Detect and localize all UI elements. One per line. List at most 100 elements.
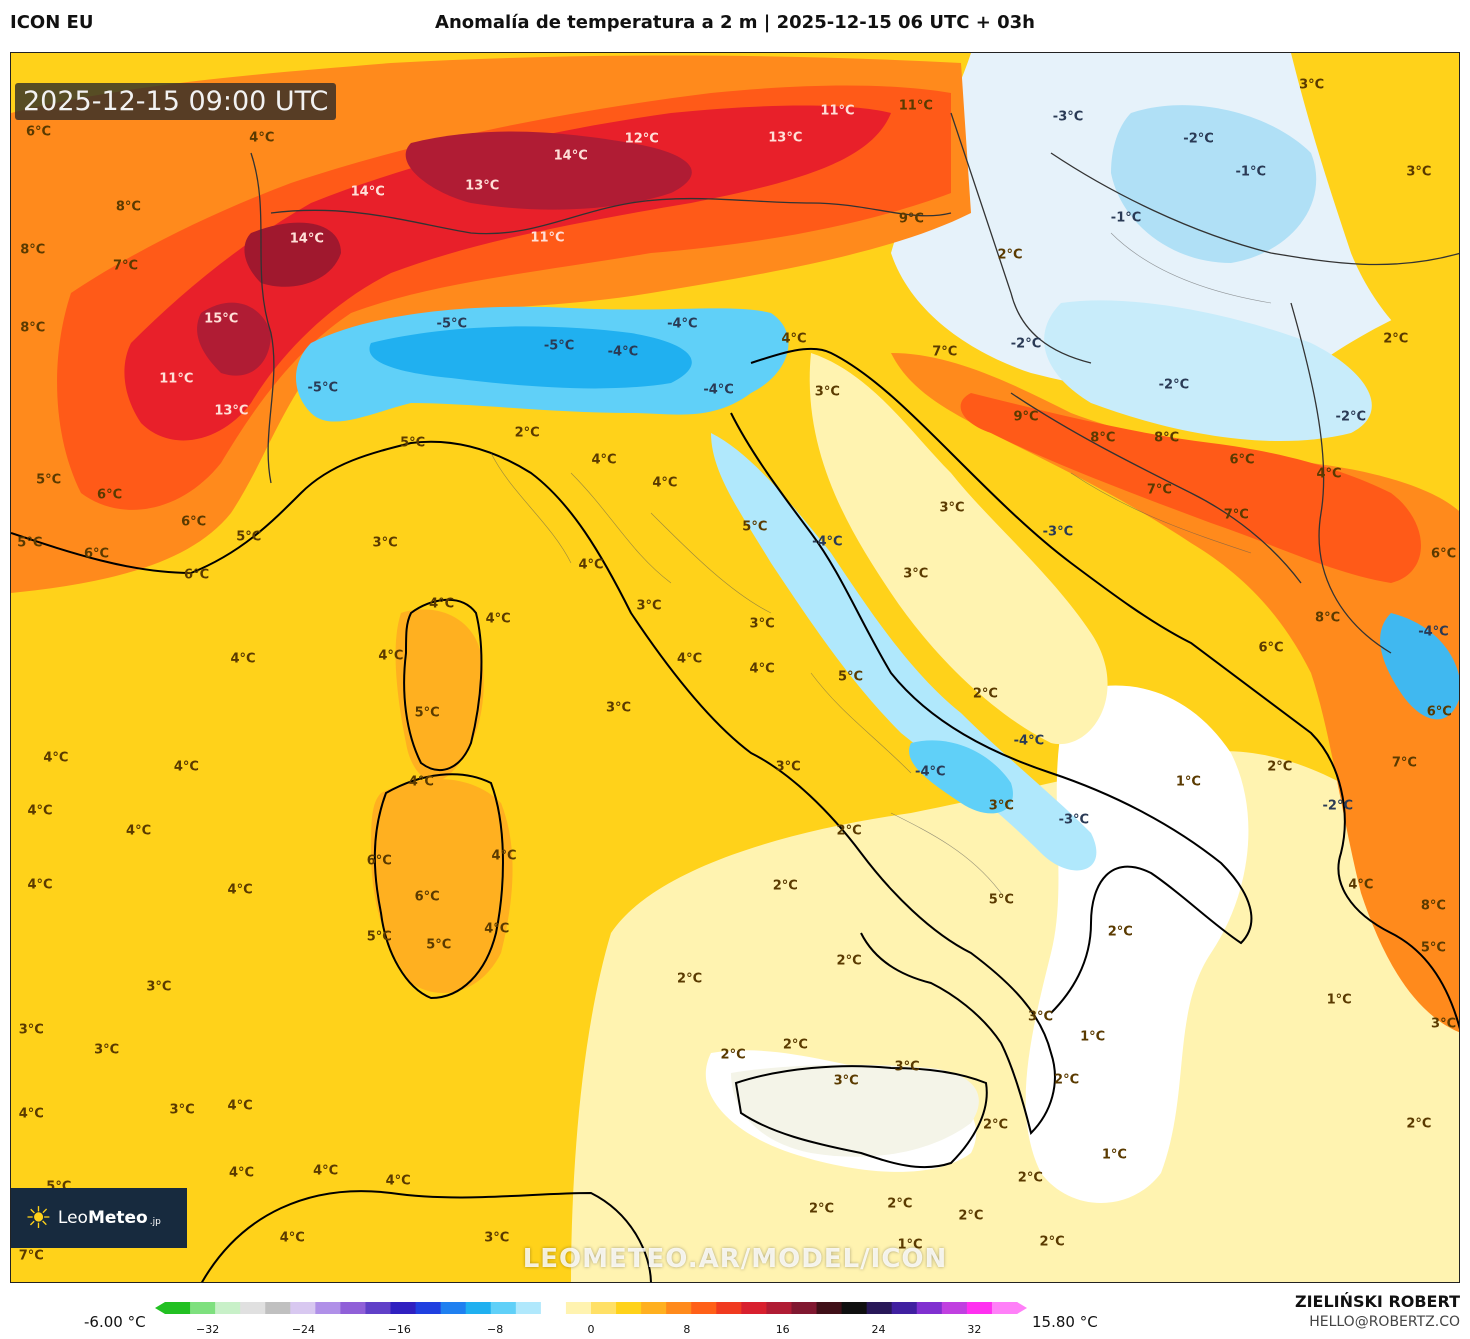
temperature-label: 2°C: [809, 1201, 835, 1217]
temperature-label: -2°C: [1322, 798, 1353, 814]
colorbar-cell: [565, 1302, 592, 1314]
anomaly-field: [11, 53, 1459, 1282]
temperature-label: -1°C: [1110, 210, 1142, 226]
colorbar-tick-label: −24: [291, 1323, 316, 1336]
temperature-anomaly-map: 6°C 4°C 8°C 8°C 7°C 14°C 13°C 14°C 12°C 13°C 11°C 1…: [10, 52, 1460, 1283]
timestamp-overlay: 2025-12-15 09:00 UTC: [15, 83, 337, 120]
colorbar-tick-label: −32: [195, 1323, 220, 1336]
temperature-label: 3°C: [1299, 77, 1325, 93]
colorbar-cell: [290, 1302, 316, 1314]
border-rs-ro: [1290, 302, 1392, 654]
temperature-label: 2°C: [782, 1037, 808, 1053]
website-watermark: LEOMETEO.AR/MODEL/ICON: [522, 1244, 948, 1274]
field-alps-core-1: [405, 131, 692, 210]
temperature-label: 4°C: [385, 1173, 411, 1189]
colorbar-cell: [891, 1302, 918, 1314]
colorbar-min-label: -6.00 °C: [84, 1313, 146, 1331]
temperature-label: 2°C: [772, 878, 798, 894]
temperature-label: 15°C: [204, 311, 239, 327]
colorbar-cell: [991, 1302, 1018, 1314]
temperature-label: 4°C: [43, 750, 69, 766]
temperature-label: 8°C: [1420, 898, 1446, 914]
field-alps-core-2: [197, 302, 271, 376]
temperature-label: -4°C: [812, 534, 843, 550]
internal-boundary-lines: [490, 452, 1002, 894]
temperature-label: 3°C: [988, 798, 1014, 814]
map-title: Anomalía de temperatura a 2 m | 2025-12-…: [435, 12, 1035, 33]
temperature-label: 8°C: [1090, 430, 1116, 446]
colorbar-cell: [240, 1302, 266, 1314]
temperature-label: 4°C: [1316, 466, 1342, 482]
temperature-label: 1°C: [1080, 1029, 1106, 1045]
temperature-label: 3°C: [372, 535, 398, 551]
temperature-label: 14°C: [350, 184, 385, 200]
temperature-label: 8°C: [1154, 430, 1180, 446]
temperature-label: -4°C: [703, 382, 734, 398]
colorbar-cell: [340, 1302, 366, 1314]
logo-prefix: Leo: [57, 1208, 88, 1228]
temperature-label: 2°C: [997, 247, 1023, 263]
colorbar-max-label: 15.80 °C: [1032, 1313, 1098, 1331]
field-corsica: [395, 609, 484, 782]
sicily-coast: [734, 1065, 988, 1169]
temperature-label: 12°C: [624, 131, 659, 147]
temperature-label: 2°C: [720, 1047, 746, 1063]
temperature-label: 5°C: [1420, 940, 1446, 956]
temperature-label: 4°C: [227, 882, 253, 898]
temperature-label: 8°C: [20, 242, 46, 258]
temperature-label: 4°C: [781, 331, 807, 347]
temperature-label: 3°C: [18, 1022, 44, 1038]
temperature-label: 6°C: [26, 124, 52, 140]
colorbar-cell: [265, 1302, 291, 1314]
temperature-label: -4°C: [667, 316, 698, 332]
temperature-label: 6°C: [414, 889, 440, 905]
temperature-label: -4°C: [607, 344, 639, 360]
temperature-label: 7°C: [1223, 507, 1249, 523]
temperature-label: 3°C: [146, 979, 172, 995]
colorbar-tick-label: 24: [871, 1323, 886, 1336]
temperature-label: 11°C: [159, 371, 194, 387]
temperature-label: 2°C: [677, 971, 703, 987]
temperature-label: 4°C: [408, 774, 434, 790]
temperature-label: 2°C: [1406, 1116, 1432, 1132]
author-name: ZIELIŃSKI ROBERT: [1294, 1292, 1460, 1311]
temperature-label: 8°C: [1315, 610, 1341, 626]
colorbar-cell: [415, 1302, 442, 1314]
temperature-label: 2°C: [1383, 331, 1409, 347]
temperature-label: 4°C: [229, 1165, 255, 1181]
temperature-label: 4°C: [227, 1098, 253, 1113]
temperature-label: -2°C: [1335, 409, 1367, 425]
temperature-label: 7°C: [18, 1248, 44, 1264]
logo-name: Meteo: [87, 1208, 148, 1228]
temperature-label: 3°C: [775, 759, 801, 775]
border-sk-hu: [1050, 152, 1459, 266]
colorbar-cell: [591, 1302, 617, 1314]
temperature-label: 4°C: [126, 823, 152, 839]
temperature-label: 9°C: [898, 211, 924, 227]
temperature-label: -3°C: [1042, 524, 1074, 540]
temperature-label: 6°C: [97, 487, 123, 503]
temperature-label: 5°C: [236, 529, 262, 545]
temperature-label: 3°C: [749, 616, 775, 632]
temperature-label: -4°C: [1418, 624, 1449, 640]
temperature-label: 6°C: [1258, 640, 1284, 656]
field-ne-warm: [1291, 53, 1459, 373]
borders: [250, 112, 1459, 654]
temperature-label: -2°C: [1010, 336, 1042, 352]
temperature-label: 13°C: [214, 403, 249, 419]
field-apennine-cold: [711, 433, 1097, 871]
colorbar-cell: [390, 1302, 417, 1314]
temperature-label: 4°C: [378, 648, 404, 664]
temperature-label: 2°C: [836, 953, 862, 969]
colorbar-cell: [440, 1302, 467, 1314]
temperature-label: 5°C: [988, 892, 1014, 908]
border-fr-it: [250, 152, 275, 484]
field-balkan-red: [960, 393, 1421, 583]
temperature-label: 3°C: [894, 1059, 920, 1075]
temperature-label: 1°C: [897, 1237, 923, 1253]
temperature-label: 4°C: [27, 803, 53, 819]
sun-icon: ☀: [25, 1200, 52, 1236]
field-balkan-cold: [1380, 613, 1459, 720]
colorbar-cell: [741, 1302, 767, 1314]
temperature-label: 8°C: [115, 199, 141, 215]
